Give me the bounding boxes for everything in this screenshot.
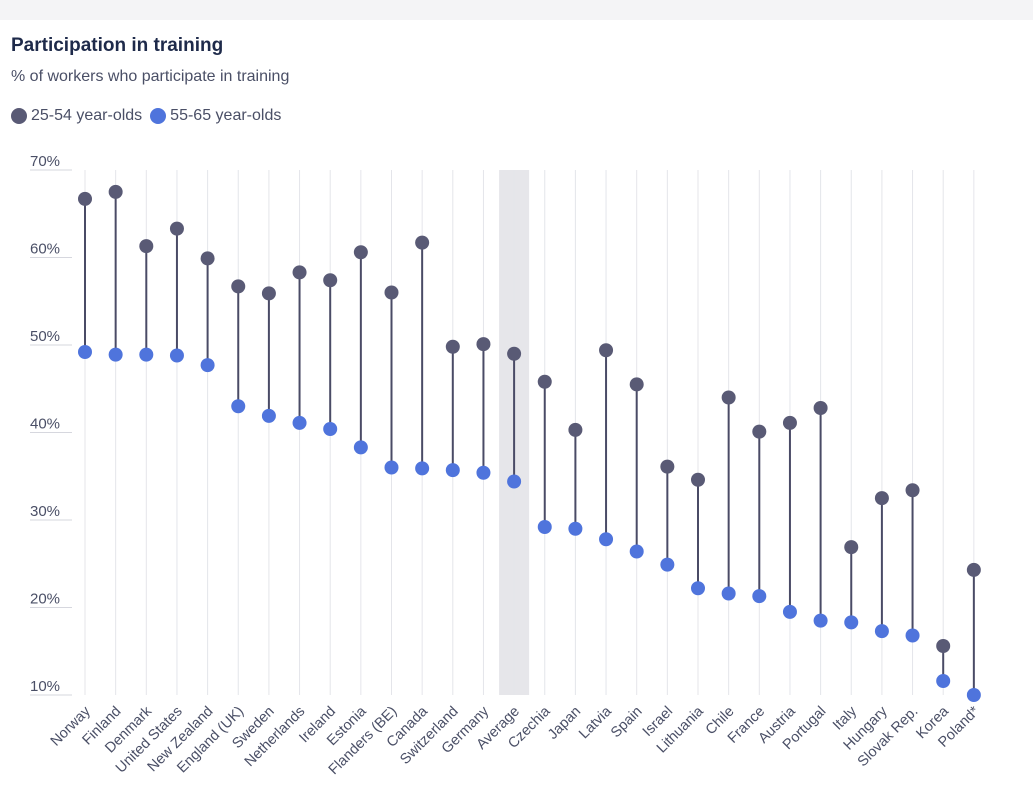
- point-55-65-flanders-be[interactable]: [384, 460, 399, 475]
- chart-title: Participation in training: [11, 35, 224, 56]
- point-25-54-finland[interactable]: [108, 184, 123, 199]
- point-25-54-japan[interactable]: [568, 422, 583, 437]
- point-55-65-switzerland[interactable]: [445, 463, 460, 478]
- point-25-54-italy[interactable]: [844, 540, 859, 555]
- x-tick-label-latvia: Latvia: [576, 703, 615, 742]
- point-25-54-slovak-rep[interactable]: [905, 483, 920, 498]
- point-25-54-lithuania[interactable]: [691, 472, 705, 487]
- point-25-54-norway[interactable]: [78, 191, 92, 206]
- point-25-54-france[interactable]: [752, 424, 767, 439]
- y-tick-label: 40%: [30, 416, 60, 433]
- chart-marks: [78, 184, 981, 702]
- y-tick-label: 10%: [30, 678, 60, 695]
- legend-marker-55-65: [150, 108, 167, 124]
- point-55-65-portugal[interactable]: [813, 613, 828, 628]
- point-55-65-spain[interactable]: [629, 544, 644, 559]
- x-tick-label-japan: Japan: [545, 704, 584, 743]
- point-25-54-chile[interactable]: [721, 390, 736, 405]
- point-55-65-latvia[interactable]: [599, 532, 614, 547]
- point-25-54-switzerland[interactable]: [445, 339, 460, 354]
- point-55-65-japan[interactable]: [568, 521, 583, 536]
- point-25-54-netherlands[interactable]: [292, 265, 307, 280]
- point-25-54-average[interactable]: [507, 346, 522, 361]
- legend-label-25-54: 25-54 year-olds: [31, 107, 143, 124]
- point-55-65-netherlands[interactable]: [292, 415, 307, 430]
- legend-item-55-65[interactable]: 55-65 year-olds: [150, 107, 281, 125]
- point-25-54-denmark[interactable]: [139, 239, 154, 254]
- point-55-65-israel[interactable]: [660, 557, 675, 572]
- y-tick-label: 20%: [30, 591, 60, 608]
- point-25-54-austria[interactable]: [782, 415, 797, 430]
- point-25-54-hungary[interactable]: [874, 491, 889, 506]
- legend: 25-54 year-olds 55-65 year-olds: [11, 107, 289, 125]
- point-25-54-flanders-be[interactable]: [384, 285, 399, 300]
- point-55-65-england-uk[interactable]: [231, 399, 246, 414]
- point-55-65-canada[interactable]: [415, 461, 430, 476]
- point-55-65-denmark[interactable]: [139, 347, 154, 362]
- y-tick-label: 50%: [30, 328, 60, 345]
- legend-marker-25-54: [11, 108, 27, 124]
- point-25-54-spain[interactable]: [629, 377, 644, 392]
- point-25-54-england-uk[interactable]: [231, 279, 246, 294]
- point-55-65-slovak-rep[interactable]: [905, 628, 920, 643]
- point-25-54-ireland[interactable]: [323, 273, 338, 288]
- point-55-65-average[interactable]: [507, 474, 522, 489]
- point-55-65-sweden[interactable]: [261, 408, 276, 423]
- point-55-65-hungary[interactable]: [874, 624, 889, 639]
- point-55-65-united-states[interactable]: [169, 348, 184, 363]
- point-25-54-sweden[interactable]: [261, 286, 276, 301]
- point-55-65-lithuania[interactable]: [691, 581, 705, 596]
- legend-item-25-54[interactable]: 25-54 year-olds: [11, 107, 142, 125]
- point-55-65-germany[interactable]: [476, 465, 491, 480]
- point-25-54-korea[interactable]: [936, 639, 951, 653]
- point-25-54-new-zealand[interactable]: [200, 251, 215, 266]
- point-55-65-italy[interactable]: [844, 615, 859, 630]
- point-55-65-czechia[interactable]: [537, 520, 552, 534]
- point-55-65-austria[interactable]: [782, 604, 797, 619]
- point-55-65-poland[interactable]: [966, 688, 981, 702]
- x-tick-label-spain: Spain: [608, 704, 646, 742]
- point-25-54-estonia[interactable]: [353, 245, 368, 260]
- point-25-54-latvia[interactable]: [599, 343, 614, 358]
- y-tick-label: 70%: [30, 153, 60, 170]
- point-55-65-new-zealand[interactable]: [200, 358, 215, 373]
- point-25-54-poland[interactable]: [966, 562, 981, 577]
- legend-label-55-65: 55-65 year-olds: [170, 107, 282, 124]
- point-55-65-norway[interactable]: [78, 345, 92, 359]
- point-55-65-ireland[interactable]: [323, 422, 338, 436]
- point-55-65-korea[interactable]: [936, 674, 951, 688]
- chart-subtitle: % of workers who participate in training: [11, 68, 290, 85]
- point-25-54-germany[interactable]: [476, 337, 491, 352]
- y-tick-label: 60%: [30, 241, 60, 258]
- point-25-54-czechia[interactable]: [537, 374, 552, 389]
- point-55-65-estonia[interactable]: [353, 440, 368, 455]
- grid: [30, 169, 975, 696]
- point-25-54-portugal[interactable]: [813, 401, 828, 415]
- point-55-65-france[interactable]: [752, 589, 767, 604]
- point-25-54-israel[interactable]: [660, 459, 675, 474]
- point-25-54-united-states[interactable]: [169, 221, 184, 236]
- point-55-65-finland[interactable]: [108, 347, 123, 362]
- point-55-65-chile[interactable]: [721, 586, 736, 601]
- point-25-54-canada[interactable]: [415, 235, 430, 250]
- y-tick-label: 30%: [30, 503, 60, 520]
